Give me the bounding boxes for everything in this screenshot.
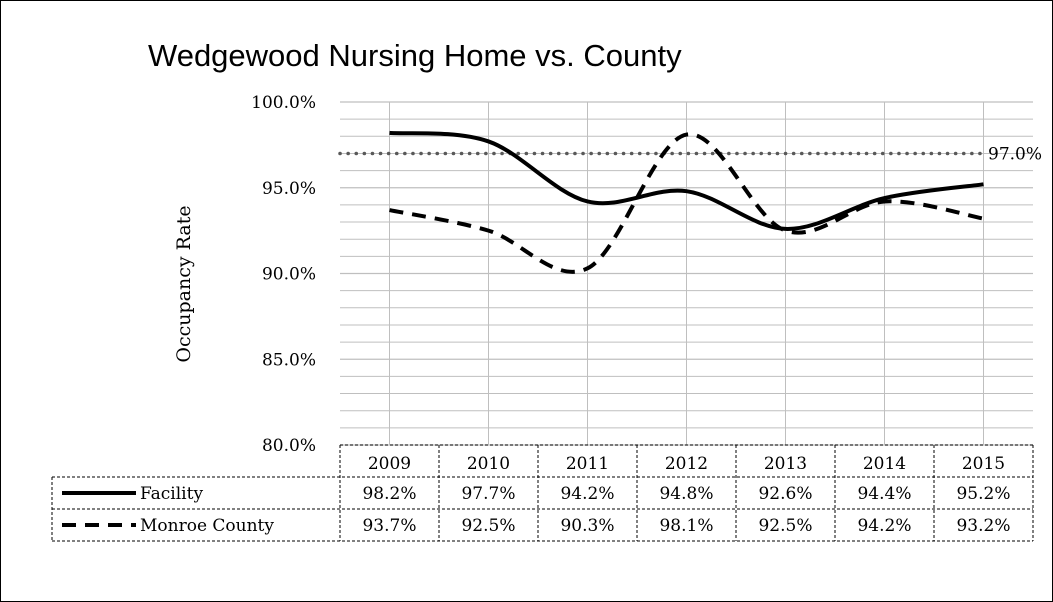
data-label: 95.2%	[956, 484, 1010, 504]
reference-line-label: 97.0%	[988, 144, 1042, 164]
x-tick-label: 2011	[566, 454, 609, 474]
y-tick-label: 90.0%	[262, 265, 316, 285]
data-label: 97.7%	[461, 484, 515, 504]
y-tick-label: 100.0%	[251, 93, 316, 113]
x-tick-label: 2013	[764, 454, 807, 474]
x-tick-label: 2014	[863, 454, 906, 474]
data-label: 94.8%	[659, 484, 713, 504]
data-label: 93.2%	[956, 516, 1010, 536]
x-tick-label: 2012	[665, 454, 708, 474]
x-tick-label: 2010	[467, 454, 510, 474]
data-label: 93.7%	[362, 516, 416, 536]
y-tick-label: 95.0%	[262, 179, 316, 199]
data-label: 90.3%	[560, 516, 614, 536]
data-label: 92.5%	[461, 516, 515, 536]
legend-label: Facility	[140, 484, 203, 504]
plot-area: 80.0% 85.0% 90.0% 95.0% 100.0% 97.0%	[251, 93, 1042, 456]
chart-title: Wedgewood Nursing Home vs. County	[148, 38, 682, 73]
data-label: 94.2%	[560, 484, 614, 504]
y-tick-label: 85.0%	[262, 350, 316, 370]
data-label: 98.1%	[659, 516, 713, 536]
data-label: 94.4%	[857, 484, 911, 504]
data-label: 94.2%	[857, 516, 911, 536]
data-label: 92.5%	[758, 516, 812, 536]
y-tick-label: 80.0%	[262, 436, 316, 456]
x-tick-label: 2015	[962, 454, 1005, 474]
legend-label: Monroe County	[140, 516, 274, 536]
data-table: 2009 2010 2011 2012 2013 2014 2015 Facility 98.2…	[51, 444, 1034, 542]
x-tick-label: 2009	[368, 454, 411, 474]
data-label: 98.2%	[362, 484, 416, 504]
series-line-facility	[389, 130, 984, 231]
series-line-monroe-county	[389, 132, 984, 274]
data-label: 92.6%	[758, 484, 812, 504]
y-axis-title: Occupancy Rate	[173, 205, 195, 362]
